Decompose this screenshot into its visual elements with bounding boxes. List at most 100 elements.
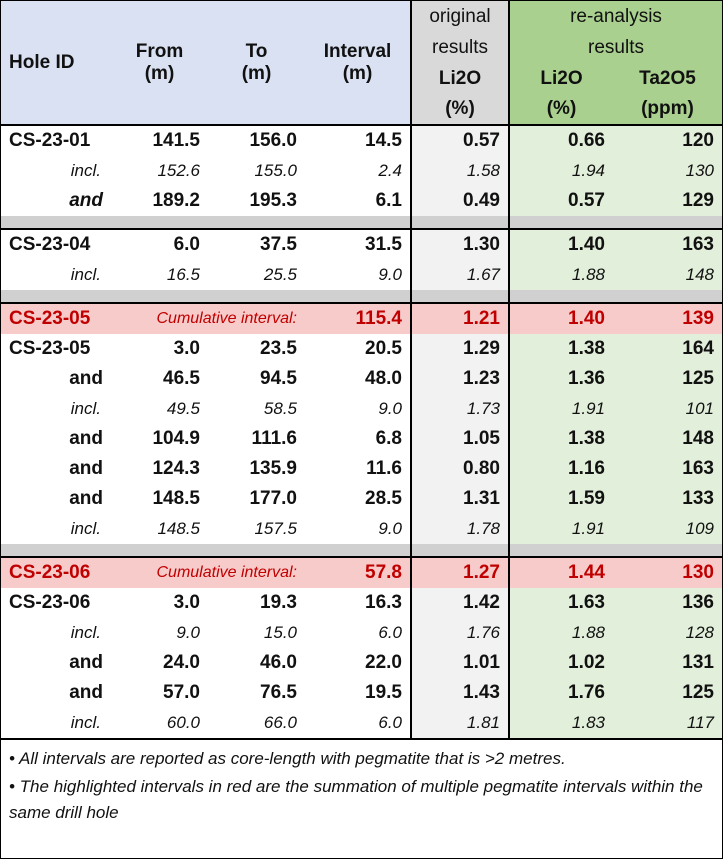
footnotes: • All intervals are reported as core-len… <box>1 738 722 826</box>
from-cell: 148.5 <box>152 488 200 509</box>
to-cell: 15.0 <box>263 623 297 642</box>
separator-cell <box>1 216 111 229</box>
interval-cell: 57.8 <box>305 556 411 588</box>
interval-cell: 20.5 <box>365 338 402 359</box>
from-cell: 24.0 <box>163 652 200 673</box>
separator-cell <box>305 216 411 229</box>
from-cell: 9.0 <box>176 623 200 642</box>
reanalysis-li2o-cell: 1.88 <box>508 260 613 290</box>
separator-cell <box>410 290 509 303</box>
separator-cell <box>410 216 509 229</box>
reanalysis-li2o-cell: 1.91 <box>508 514 613 544</box>
table-row: and 189.2 195.3 6.1 0.49 0.57 129 <box>1 186 722 216</box>
hole-id-cell: and <box>69 190 103 211</box>
table-row: and 57.0 76.5 19.5 1.43 1.76 125 <box>1 678 722 708</box>
header-original-line2: results <box>410 32 509 63</box>
reanalysis-ta2o5-cell: 101 <box>613 394 722 424</box>
original-li2o-cell: 1.42 <box>410 588 509 618</box>
separator-cell <box>305 544 411 557</box>
header-from-unit: (m) <box>144 62 175 84</box>
from-cell: 124.3 <box>152 458 200 479</box>
reanalysis-li2o-cell: 1.38 <box>508 334 613 364</box>
reanalysis-ta2o5-cell: 109 <box>613 514 722 544</box>
hole-id-cell: incl. <box>70 713 101 732</box>
header-to: To (m) <box>208 1 305 125</box>
reanalysis-li2o-cell: 1.83 <box>508 708 613 738</box>
header-row-1: Hole ID From (m) To (m) Interval (m) origin… <box>1 1 722 125</box>
reanalysis-ta2o5-cell: 125 <box>613 364 722 394</box>
separator-cell <box>111 216 208 229</box>
reanalysis-li2o-cell: 1.36 <box>508 364 613 394</box>
original-li2o-cell: 1.73 <box>410 394 509 424</box>
hole-id-cell: and <box>69 682 103 703</box>
interval-cell: 31.5 <box>305 228 411 260</box>
from-cell: 104.9 <box>152 428 200 449</box>
hole-id-cell: and <box>69 428 103 449</box>
interval-cell: 14.5 <box>305 124 411 156</box>
hole-id-cell: CS-23-01 <box>1 124 111 156</box>
to-cell: 23.5 <box>260 338 297 359</box>
cumulative-label-cell: Cumulative interval: <box>111 302 305 334</box>
original-li2o-cell: 1.58 <box>410 156 509 186</box>
cumulative-label-cell: Cumulative interval: <box>111 556 305 588</box>
interval-cell: 9.0 <box>378 519 402 538</box>
table-body: CS-23-01 141.5 156.0 14.5 0.57 0.66 120 incl. 15… <box>1 124 722 738</box>
reanalysis-ta2o5-cell: 133 <box>613 484 722 514</box>
table-row: and 148.5 177.0 28.5 1.31 1.59 133 <box>1 484 722 514</box>
original-li2o-cell: 0.80 <box>410 454 509 484</box>
from-cell: 189.2 <box>152 190 200 211</box>
header-from: From (m) <box>111 1 208 125</box>
separator-cell <box>111 290 208 303</box>
separator-cell <box>508 290 613 303</box>
header-row-4: (%) (%) (ppm) <box>1 94 722 125</box>
table-row: incl. 49.5 58.5 9.0 1.73 1.91 101 <box>1 394 722 424</box>
from-cell: 148.5 <box>157 519 200 538</box>
reanalysis-li2o-cell: 1.59 <box>508 484 613 514</box>
header-to-label: To <box>245 40 268 62</box>
separator-cell <box>613 544 722 557</box>
interval-cell: 16.3 <box>365 592 402 613</box>
reanalysis-li2o-cell: 0.57 <box>508 186 613 216</box>
original-li2o-cell: 1.01 <box>410 648 509 678</box>
reanalysis-ta2o5-cell: 148 <box>613 424 722 454</box>
interval-cell: 19.5 <box>365 682 402 703</box>
hole-id-cell: incl. <box>70 519 101 538</box>
reanalysis-li2o-cell: 1.88 <box>508 618 613 648</box>
header-reanalysis-line1: re-analysis <box>508 1 722 32</box>
reanalysis-li2o-cell: 1.76 <box>508 678 613 708</box>
reanalysis-li2o-cell: 1.40 <box>508 302 613 334</box>
table-row: and 104.9 111.6 6.8 1.05 1.38 148 <box>1 424 722 454</box>
to-cell: 25.5 <box>263 265 297 284</box>
table-row: CS-23-01 141.5 156.0 14.5 0.57 0.66 120 <box>1 124 722 156</box>
header-re-ta2o5-unit: (ppm) <box>613 94 722 125</box>
original-li2o-cell: 0.57 <box>410 124 509 156</box>
separator-cell <box>613 290 722 303</box>
header-reanalysis-line2: results <box>508 32 722 63</box>
from-cell: 46.5 <box>163 368 200 389</box>
assay-results-table: Hole ID From (m) To (m) Interval (m) origin… <box>1 1 722 738</box>
group-separator <box>1 290 722 303</box>
header-interval-label: Interval <box>323 40 392 62</box>
original-li2o-cell: 1.30 <box>410 228 509 260</box>
table-row: and 46.5 94.5 48.0 1.23 1.36 125 <box>1 364 722 394</box>
group-separator <box>1 544 722 557</box>
interval-cell: 6.8 <box>375 428 402 449</box>
cumulative-row: CS-23-05 Cumulative interval: 115.4 1.21 1.4… <box>1 302 722 334</box>
to-cell: 135.9 <box>249 458 297 479</box>
hole-id-cell: and <box>69 458 103 479</box>
to-cell: 157.5 <box>254 519 297 538</box>
hole-id-cell: and <box>69 488 103 509</box>
to-cell: 111.6 <box>251 428 297 449</box>
table-row: and 24.0 46.0 22.0 1.01 1.02 131 <box>1 648 722 678</box>
reanalysis-li2o-cell: 1.94 <box>508 156 613 186</box>
reanalysis-ta2o5-cell: 139 <box>613 302 722 334</box>
reanalysis-ta2o5-cell: 163 <box>613 228 722 260</box>
original-li2o-cell: 1.67 <box>410 260 509 290</box>
reanalysis-ta2o5-cell: 120 <box>613 124 722 156</box>
footnote-1: • All intervals are reported as core-len… <box>9 749 566 768</box>
header-re-li2o-unit: (%) <box>508 94 613 125</box>
separator-cell <box>508 216 613 229</box>
to-cell: 76.5 <box>260 682 297 703</box>
reanalysis-li2o-cell: 1.91 <box>508 394 613 424</box>
hole-id-cell: and <box>69 368 103 389</box>
